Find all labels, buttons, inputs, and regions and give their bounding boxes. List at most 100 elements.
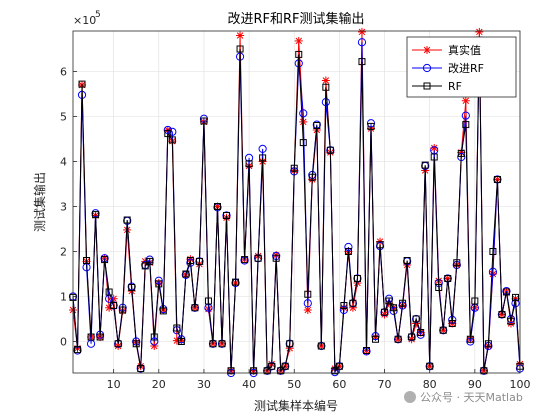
data-point bbox=[244, 153, 254, 162]
data-point bbox=[421, 161, 429, 169]
data-point bbox=[362, 347, 370, 354]
data-point bbox=[399, 299, 407, 307]
data-point bbox=[471, 297, 479, 305]
data-point bbox=[403, 257, 411, 264]
data-point bbox=[430, 153, 438, 161]
legend-entry-true: 真实值 bbox=[412, 43, 481, 57]
data-point bbox=[511, 293, 519, 301]
data-point bbox=[381, 308, 389, 316]
data-point bbox=[448, 320, 456, 327]
data-point bbox=[408, 333, 416, 341]
data-point bbox=[150, 333, 158, 341]
data-point bbox=[304, 290, 312, 298]
data-point bbox=[254, 254, 262, 262]
x-tick-label: 100 bbox=[510, 378, 531, 391]
data-point bbox=[475, 27, 484, 36]
y-tick-label: 4 bbox=[60, 156, 67, 169]
data-point bbox=[493, 176, 501, 183]
data-point bbox=[191, 304, 199, 312]
x-tick-label: 20 bbox=[152, 378, 166, 391]
series-rf bbox=[69, 36, 524, 375]
y-tick-label: 1 bbox=[60, 291, 67, 304]
data-point bbox=[313, 122, 321, 129]
data-point bbox=[453, 259, 461, 267]
data-point bbox=[218, 340, 226, 348]
data-point bbox=[250, 367, 258, 375]
y-axis-label: 测试集输出 bbox=[32, 172, 47, 232]
legend-marker-asterisk bbox=[423, 46, 431, 54]
y-exponent-power: 5 bbox=[95, 10, 101, 20]
data-point bbox=[357, 27, 366, 36]
data-point bbox=[177, 338, 185, 345]
watermark-text: 公众号 · 天天Matlab bbox=[420, 391, 523, 404]
data-point bbox=[236, 31, 245, 40]
data-point bbox=[132, 340, 140, 348]
legend-entry-improved-rf: 改进RF bbox=[412, 61, 484, 75]
data-point bbox=[186, 257, 194, 264]
data-point bbox=[182, 270, 190, 278]
data-point bbox=[209, 340, 217, 348]
data-point bbox=[390, 304, 398, 312]
legend-box bbox=[406, 36, 517, 98]
data-point bbox=[357, 38, 367, 47]
y-tick-label: 3 bbox=[60, 201, 67, 214]
data-point bbox=[444, 275, 452, 282]
data-point bbox=[484, 340, 492, 348]
data-point bbox=[277, 367, 285, 375]
data-point bbox=[384, 294, 394, 303]
legend-label-rf: RF bbox=[448, 80, 462, 93]
data-point bbox=[78, 80, 86, 88]
legend-label-true: 真实值 bbox=[448, 43, 481, 57]
data-point bbox=[258, 144, 267, 153]
wechat-icon bbox=[404, 391, 416, 403]
legend-marker-circle bbox=[422, 63, 432, 73]
data-point bbox=[245, 160, 253, 168]
data-point bbox=[489, 248, 497, 255]
data-point bbox=[303, 306, 312, 314]
data-point bbox=[168, 136, 176, 144]
data-point bbox=[344, 248, 352, 255]
data-point bbox=[146, 257, 154, 265]
data-point bbox=[92, 211, 100, 219]
x-tick-label: 70 bbox=[378, 378, 392, 391]
x-tick-label: 40 bbox=[242, 378, 256, 391]
data-point bbox=[462, 121, 470, 129]
data-point bbox=[502, 288, 510, 296]
legend: 真实值 改进RF RF bbox=[406, 36, 517, 98]
data-point bbox=[457, 149, 465, 157]
data-point bbox=[340, 302, 348, 309]
x-tick-label: 60 bbox=[332, 378, 346, 391]
data-point bbox=[435, 284, 443, 291]
data-point bbox=[195, 257, 203, 265]
y-exponent-base: ×10 bbox=[73, 14, 96, 27]
data-point bbox=[349, 299, 357, 307]
series-line bbox=[72, 39, 521, 372]
data-point bbox=[394, 335, 402, 343]
data-point bbox=[299, 139, 307, 147]
data-point bbox=[150, 337, 159, 346]
data-point bbox=[417, 329, 425, 336]
data-point bbox=[223, 212, 231, 219]
data-point bbox=[488, 267, 498, 276]
data-point bbox=[308, 173, 316, 181]
data-point bbox=[96, 333, 104, 341]
data-point bbox=[412, 314, 421, 324]
x-tick-label: 50 bbox=[287, 378, 301, 391]
data-point bbox=[507, 317, 515, 325]
data-point bbox=[259, 154, 267, 162]
chart-title: 改进RF和RF测试集输出 bbox=[227, 11, 364, 27]
data-point bbox=[372, 335, 380, 343]
legend-entry-rf: RF bbox=[412, 80, 462, 93]
data-point bbox=[232, 278, 240, 286]
ticks: 10 20 30 40 50 60 70 80 90 100 0 1 2 3 4 5 6 bbox=[60, 66, 531, 392]
y-tick-label: 0 bbox=[60, 336, 67, 349]
data-point bbox=[168, 127, 177, 136]
data-point bbox=[213, 203, 221, 210]
data-point bbox=[119, 306, 127, 314]
series-layer bbox=[68, 27, 525, 378]
data-point bbox=[295, 50, 303, 58]
data-point bbox=[286, 340, 294, 348]
data-point bbox=[461, 111, 470, 120]
data-point bbox=[123, 216, 131, 224]
